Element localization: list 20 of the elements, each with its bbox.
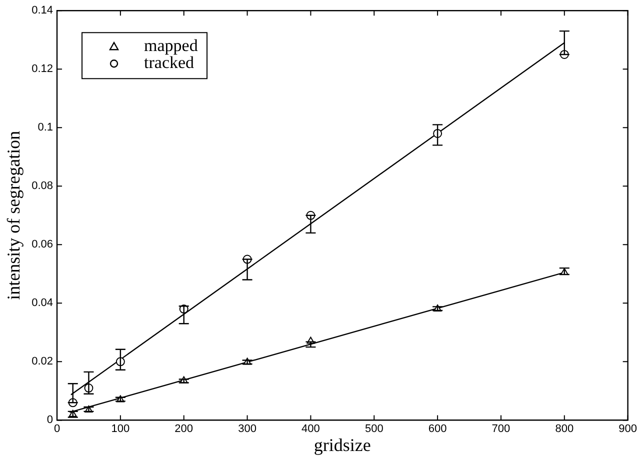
y-tick-label: 0.08 bbox=[32, 180, 54, 192]
legend-label: mapped bbox=[144, 36, 198, 56]
x-tick-label: 300 bbox=[238, 422, 256, 435]
x-tick-label: 900 bbox=[618, 422, 638, 435]
x-tick-label: 700 bbox=[492, 422, 510, 435]
y-tick-label: 0.1 bbox=[38, 122, 54, 134]
y-tick-label: 0.12 bbox=[32, 63, 54, 76]
x-tick-label: 200 bbox=[174, 422, 194, 435]
x-tick-label: 500 bbox=[364, 422, 384, 435]
y-axis-title: intensity of segregation bbox=[4, 130, 24, 300]
x-tick-label: 400 bbox=[302, 422, 320, 435]
x-tick-label: 800 bbox=[555, 422, 574, 435]
x-tick-label: 600 bbox=[428, 422, 447, 435]
y-tick-label: 0 bbox=[46, 414, 54, 426]
x-tick-label: 100 bbox=[111, 422, 130, 435]
y-tick-label: 0.06 bbox=[32, 238, 54, 251]
y-tick-label: 0.14 bbox=[32, 4, 54, 17]
y-tick-label: 0.02 bbox=[32, 356, 54, 368]
x-axis-title: gridsize bbox=[314, 434, 371, 455]
y-tick-label: 0.04 bbox=[32, 297, 54, 310]
